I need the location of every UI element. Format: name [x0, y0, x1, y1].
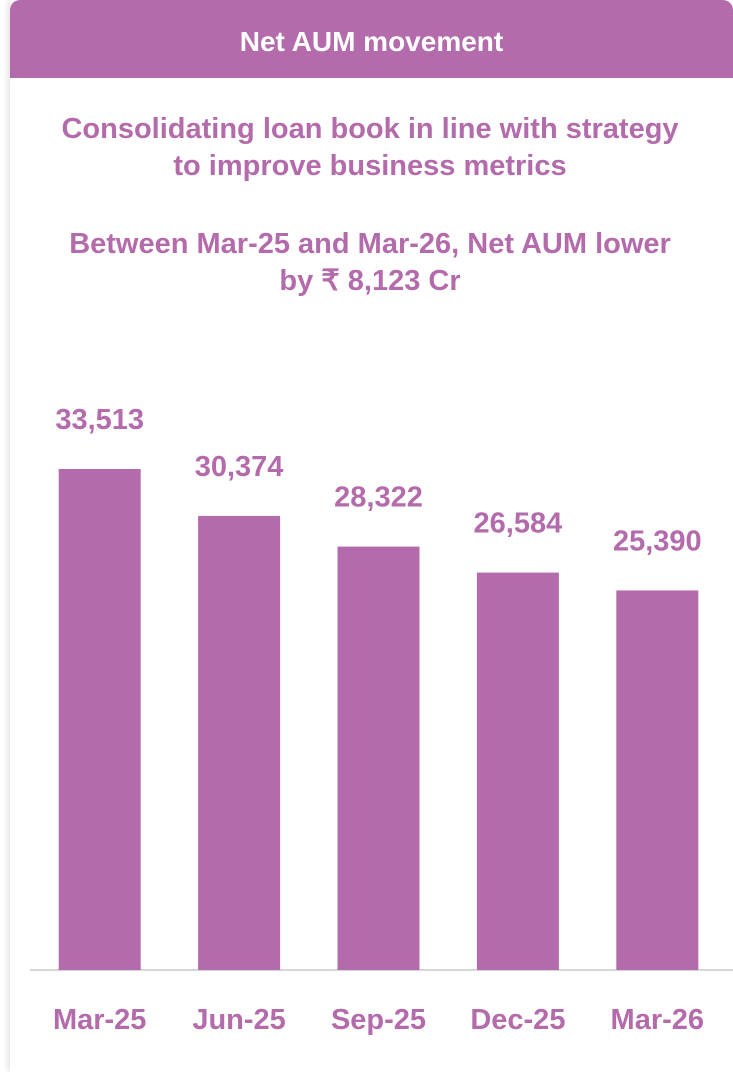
- chart-subtitle: Between Mar-25 and Mar-26, Net AUM lower…: [69, 228, 671, 297]
- bar: [198, 515, 281, 970]
- x-tick-label: Mar-26: [611, 1004, 705, 1036]
- bar: [476, 572, 559, 970]
- value-label: 30,374: [195, 451, 284, 483]
- bar: [58, 469, 141, 970]
- x-tick-label: Mar-25: [53, 1004, 147, 1036]
- value-label: 28,322: [334, 482, 423, 514]
- chart-title: Consolidating loan book in line with str…: [61, 113, 679, 182]
- x-tick-label: Dec-25: [470, 1004, 565, 1036]
- header-title: Net AUM movement: [10, 0, 733, 78]
- x-tick-label: Jun-25: [192, 1004, 285, 1036]
- bar: [616, 590, 699, 970]
- value-label: 26,584: [474, 508, 563, 540]
- bar: [337, 546, 420, 970]
- value-label: 33,513: [55, 404, 144, 436]
- value-label: 25,390: [613, 525, 702, 557]
- x-tick-label: Sep-25: [331, 1004, 426, 1036]
